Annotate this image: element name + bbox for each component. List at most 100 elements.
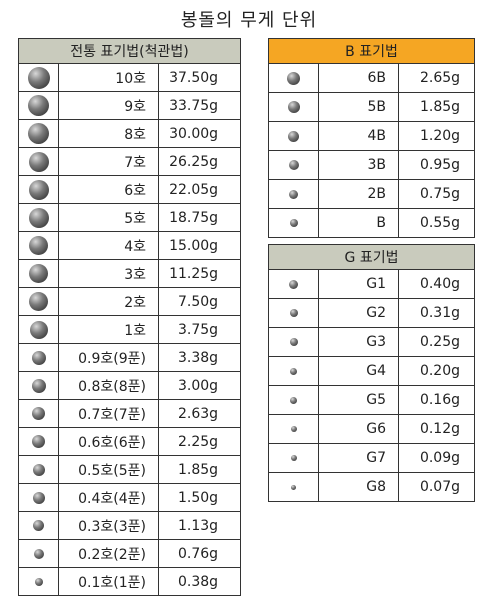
sinker-ball-icon xyxy=(32,491,45,504)
sinker-cell xyxy=(18,567,59,596)
weight-value: 0.09g xyxy=(397,443,476,473)
sinker-cell xyxy=(18,119,59,148)
table-row: 0.2호(2푼) 0.76g xyxy=(18,539,242,568)
sinker-cell xyxy=(268,208,319,238)
size-label: 5호 xyxy=(58,203,159,232)
weight-value: 37.50g xyxy=(157,63,242,92)
size-label: 0.3호(3푼) xyxy=(58,511,159,540)
sinker-ball-icon xyxy=(289,279,298,289)
table-row: B 0.55g xyxy=(268,208,476,238)
weight-value: 0.38g xyxy=(157,567,242,596)
sinker-ball-icon xyxy=(287,101,300,113)
sinker-ball-icon xyxy=(27,66,50,89)
table-row: 0.1호(1푼) 0.38g xyxy=(18,567,242,596)
sinker-cell xyxy=(18,371,59,400)
size-label: 0.2호(2푼) xyxy=(58,539,159,568)
table-row: 7호 26.25g xyxy=(18,147,242,176)
size-label: G4 xyxy=(318,356,399,386)
sinker-ball-icon xyxy=(289,309,298,317)
sinker-cell xyxy=(18,343,59,372)
sinker-cell xyxy=(18,203,59,232)
traditional-table: 전통 표기법(척관법) 10호 37.50g 9호 33.75g 8호 30.00g 7호 2… xyxy=(17,38,242,596)
sinker-ball-icon xyxy=(28,151,49,172)
table-row: 5B 1.85g xyxy=(268,92,476,122)
table-row: 2호 7.50g xyxy=(18,287,242,316)
size-label: G1 xyxy=(318,269,399,299)
sinker-cell xyxy=(268,298,319,328)
size-label: 0.1호(1푼) xyxy=(58,567,159,596)
size-label: G7 xyxy=(318,443,399,473)
size-label: 7호 xyxy=(58,147,159,176)
sinker-cell xyxy=(268,92,319,122)
sinker-cell xyxy=(18,399,59,428)
sinker-cell xyxy=(268,269,319,299)
table-row: G7 0.09g xyxy=(268,443,476,473)
sinker-cell xyxy=(18,483,59,512)
g-notation-table: G 표기법 G1 0.40g G2 0.31g G3 0.25g G4 0.20g G5 0.16… xyxy=(267,244,476,502)
sinker-ball-icon xyxy=(32,463,45,476)
sinker-ball-icon xyxy=(32,435,45,448)
size-label: G6 xyxy=(318,414,399,444)
weight-value: 33.75g xyxy=(157,91,242,120)
weight-value: 1.50g xyxy=(157,483,242,512)
weight-value: 3.38g xyxy=(157,343,242,372)
table-row: 0.8호(8푼) 3.00g xyxy=(18,371,242,400)
table-row: 0.5호(5푼) 1.85g xyxy=(18,455,242,484)
table-row: 4B 1.20g xyxy=(268,121,476,151)
table-row: 1호 3.75g xyxy=(18,315,242,344)
weight-value: 2.65g xyxy=(397,63,476,93)
table-row: 0.3호(3푼) 1.13g xyxy=(18,511,242,540)
sinker-cell xyxy=(18,231,59,260)
size-label: 3호 xyxy=(58,259,159,288)
weight-value: 0.25g xyxy=(397,327,476,357)
weight-value: 11.25g xyxy=(157,259,242,288)
sinker-cell xyxy=(268,150,319,180)
size-label: 2B xyxy=(318,179,399,209)
weight-value: 0.07g xyxy=(397,472,476,502)
size-label: 0.6호(6푼) xyxy=(58,427,159,456)
g-table-header: G 표기법 xyxy=(267,244,476,270)
sinker-ball-icon xyxy=(290,396,297,404)
size-label: 4호 xyxy=(58,231,159,260)
size-label: 9호 xyxy=(58,91,159,120)
weight-value: 0.40g xyxy=(397,269,476,299)
weight-value: 26.25g xyxy=(157,147,242,176)
sinker-cell xyxy=(18,91,59,120)
weight-value: 0.20g xyxy=(397,356,476,386)
table-row: 9호 33.75g xyxy=(18,91,242,120)
weight-value: 3.75g xyxy=(157,315,242,344)
table-row: G4 0.20g xyxy=(268,356,476,386)
sinker-ball-icon xyxy=(28,95,49,116)
size-label: G8 xyxy=(318,472,399,502)
weight-value: 0.16g xyxy=(397,385,476,415)
weight-value: 30.00g xyxy=(157,119,242,148)
weight-value: 18.75g xyxy=(157,203,242,232)
table-row: 2B 0.75g xyxy=(268,179,476,209)
weight-value: 0.31g xyxy=(397,298,476,328)
size-label: 3B xyxy=(318,150,399,180)
weight-value: 0.75g xyxy=(397,179,476,209)
table-row: 8호 30.00g xyxy=(18,119,242,148)
sinker-cell xyxy=(18,287,59,316)
sinker-cell xyxy=(18,259,59,288)
sinker-cell xyxy=(268,63,319,93)
sinker-ball-icon xyxy=(288,160,299,170)
sinker-ball-icon xyxy=(28,179,49,200)
weight-value: 1.20g xyxy=(397,121,476,151)
size-label: 0.8호(8푼) xyxy=(58,371,159,400)
sinker-cell xyxy=(18,427,59,456)
size-label: G5 xyxy=(318,385,399,415)
sinker-ball-icon xyxy=(289,219,298,227)
sinker-ball-icon xyxy=(289,338,298,346)
sinker-cell xyxy=(268,327,319,357)
sinker-cell xyxy=(18,147,59,176)
b-table-header: B 표기법 xyxy=(267,38,476,64)
sinker-ball-icon xyxy=(29,236,48,255)
size-label: 0.4호(4푼) xyxy=(58,483,159,512)
sinker-ball-icon xyxy=(31,378,46,393)
sinker-cell xyxy=(18,175,59,204)
sinker-ball-icon xyxy=(288,130,299,142)
sinker-cell xyxy=(268,414,319,444)
weight-value: 0.76g xyxy=(157,539,242,568)
table-row: G2 0.31g xyxy=(268,298,476,328)
